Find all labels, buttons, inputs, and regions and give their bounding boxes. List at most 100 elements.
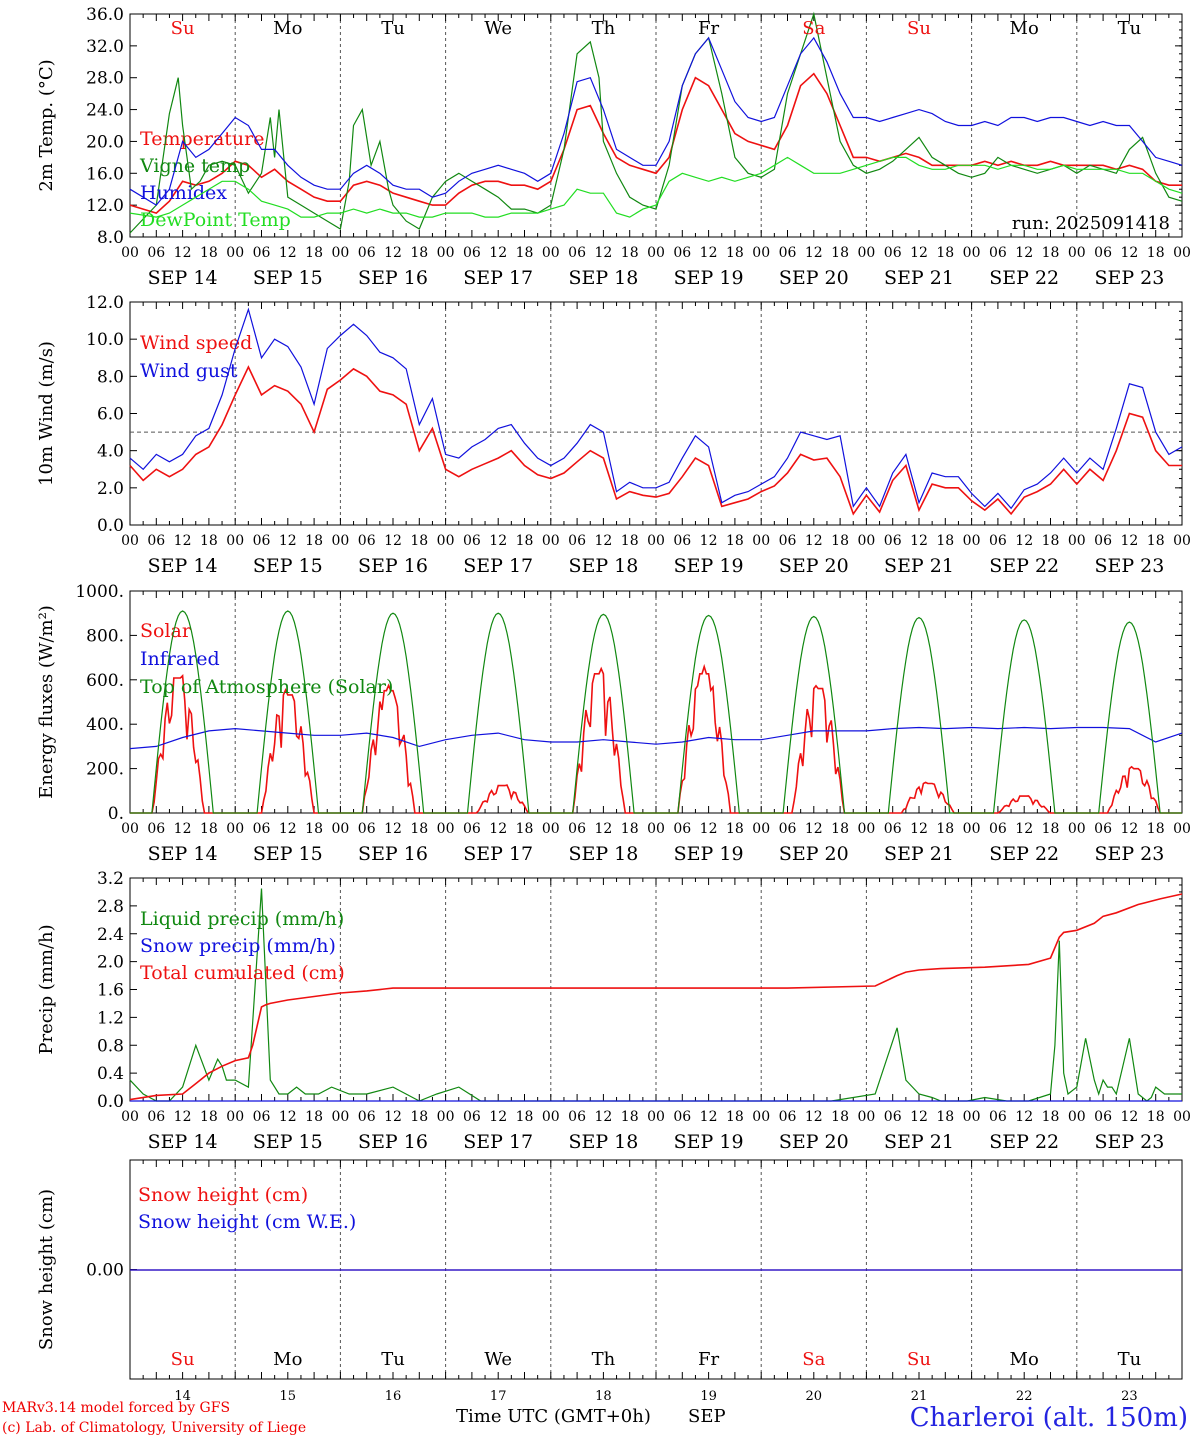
y-tick-label: 0.00 — [86, 1261, 124, 1281]
series-line — [130, 610, 1182, 814]
legend-entry: Wind gust — [140, 360, 238, 382]
hour-tick-label: 12 — [489, 821, 507, 837]
legend-entry: Infrared — [140, 648, 220, 670]
hour-tick-label: 06 — [673, 533, 691, 549]
hour-tick-label: 12 — [700, 245, 718, 261]
day-number-label: 20 — [806, 1389, 823, 1404]
y-tick-label: 28.0 — [86, 69, 124, 89]
date-label: SEP 22 — [989, 843, 1059, 865]
hour-tick-label: 06 — [884, 533, 902, 549]
month-label: SEP — [688, 1406, 726, 1427]
hour-tick-label: 06 — [463, 821, 481, 837]
hour-tick-label: 18 — [200, 821, 218, 837]
y-tick-label: 12.0 — [86, 196, 124, 216]
day-number-label: 22 — [1016, 1389, 1033, 1404]
hour-tick-label: 06 — [1094, 245, 1112, 261]
day-abbrev: Su — [907, 1349, 931, 1370]
date-label: SEP 20 — [779, 267, 849, 289]
legend-entry: Snow precip (mm/h) — [140, 935, 336, 957]
hour-tick-label: 06 — [253, 1109, 271, 1125]
hour-tick-label: 12 — [1120, 245, 1138, 261]
hour-tick-label: 12 — [279, 533, 297, 549]
station-title: Charleroi (alt. 150m) — [909, 1403, 1188, 1433]
hour-tick-label: 18 — [305, 1109, 323, 1125]
hour-tick-label: 18 — [831, 245, 849, 261]
hour-tick-label: 06 — [989, 1109, 1007, 1125]
hour-tick-label: 12 — [594, 245, 612, 261]
hour-tick-label: 00 — [752, 245, 770, 261]
day-abbrev: Fr — [698, 18, 719, 39]
hour-tick-label: 00 — [1068, 821, 1086, 837]
day-abbrev: Mo — [1010, 18, 1039, 39]
hour-tick-label: 00 — [542, 821, 560, 837]
date-label: SEP 19 — [674, 555, 744, 577]
hour-tick-label: 12 — [174, 245, 192, 261]
y-tick-label: 2.4 — [97, 925, 124, 945]
legend-entry: Liquid precip (mm/h) — [140, 908, 344, 930]
hour-tick-label: 12 — [594, 1109, 612, 1125]
hour-tick-label: 12 — [805, 533, 823, 549]
date-label: SEP 17 — [463, 843, 533, 865]
hour-tick-label: 06 — [358, 1109, 376, 1125]
series-line — [129, 36, 1183, 206]
hour-tick-label: 18 — [936, 1109, 954, 1125]
hour-tick-label: 12 — [1120, 1109, 1138, 1125]
hour-tick-label: 06 — [1094, 1109, 1112, 1125]
hour-tick-label: 00 — [121, 821, 139, 837]
day-abbrev: Sa — [802, 1349, 825, 1370]
date-label: SEP 23 — [1094, 843, 1164, 865]
hour-tick-label: 06 — [779, 245, 797, 261]
hour-tick-label: 18 — [516, 533, 534, 549]
hour-tick-label: 06 — [568, 821, 586, 837]
hour-tick-label: 12 — [1015, 533, 1033, 549]
y-tick-label: 6.0 — [97, 405, 124, 425]
hour-tick-label: 18 — [831, 533, 849, 549]
date-label: SEP 22 — [989, 1131, 1059, 1153]
hour-tick-label: 12 — [1015, 1109, 1033, 1125]
hour-tick-label: 00 — [857, 1109, 875, 1125]
day-abbrev: Tu — [381, 18, 405, 39]
plot-frame — [129, 301, 1183, 526]
hour-tick-label: 00 — [226, 533, 244, 549]
hour-tick-label: 00 — [331, 533, 349, 549]
y-axis-label: Energy fluxes (W/m²) — [36, 605, 57, 799]
hour-tick-label: 06 — [147, 245, 165, 261]
hour-tick-label: 18 — [516, 821, 534, 837]
hour-tick-label: 18 — [1042, 1109, 1060, 1125]
hour-tick-label: 00 — [226, 245, 244, 261]
hour-tick-label: 06 — [568, 533, 586, 549]
hour-tick-label: 00 — [226, 1109, 244, 1125]
date-label: SEP 21 — [884, 843, 954, 865]
hour-tick-label: 06 — [147, 821, 165, 837]
panel-2: 0.0 2.0 4.0 6.0 8.0 10.0 12.0 10m Wind (m/s) Win… — [36, 293, 1191, 577]
hour-tick-label: 12 — [174, 533, 192, 549]
y-tick-label: 20.0 — [86, 132, 124, 152]
hour-tick-label: 12 — [384, 533, 402, 549]
run-annotation: run: 2025091418 — [1012, 213, 1170, 234]
date-label: SEP 14 — [148, 843, 218, 865]
y-tick-label: 16.0 — [86, 164, 124, 184]
hour-tick-label: 00 — [963, 245, 981, 261]
day-abbrev: Su — [907, 18, 931, 39]
date-label: SEP 23 — [1094, 555, 1164, 577]
hour-tick-label: 12 — [700, 533, 718, 549]
hour-tick-label: 12 — [910, 821, 928, 837]
y-tick-label: 8.0 — [97, 367, 124, 387]
hour-tick-label: 06 — [673, 1109, 691, 1125]
hour-tick-label: 12 — [1120, 533, 1138, 549]
hour-tick-label: 12 — [805, 821, 823, 837]
date-label: SEP 22 — [989, 555, 1059, 577]
day-number-label: 21 — [911, 1389, 928, 1404]
hour-tick-label: 00 — [647, 821, 665, 837]
day-abbrev: Su — [171, 18, 195, 39]
legend-entry: Humidex — [140, 182, 227, 204]
date-label: SEP 17 — [463, 267, 533, 289]
hour-tick-label: 00 — [752, 533, 770, 549]
date-label: SEP 23 — [1094, 1131, 1164, 1153]
hour-tick-label: 18 — [200, 245, 218, 261]
hour-tick-label: 18 — [516, 1109, 534, 1125]
hour-tick-label: 00 — [437, 533, 455, 549]
date-label: SEP 15 — [253, 267, 323, 289]
hour-tick-label: 12 — [805, 245, 823, 261]
